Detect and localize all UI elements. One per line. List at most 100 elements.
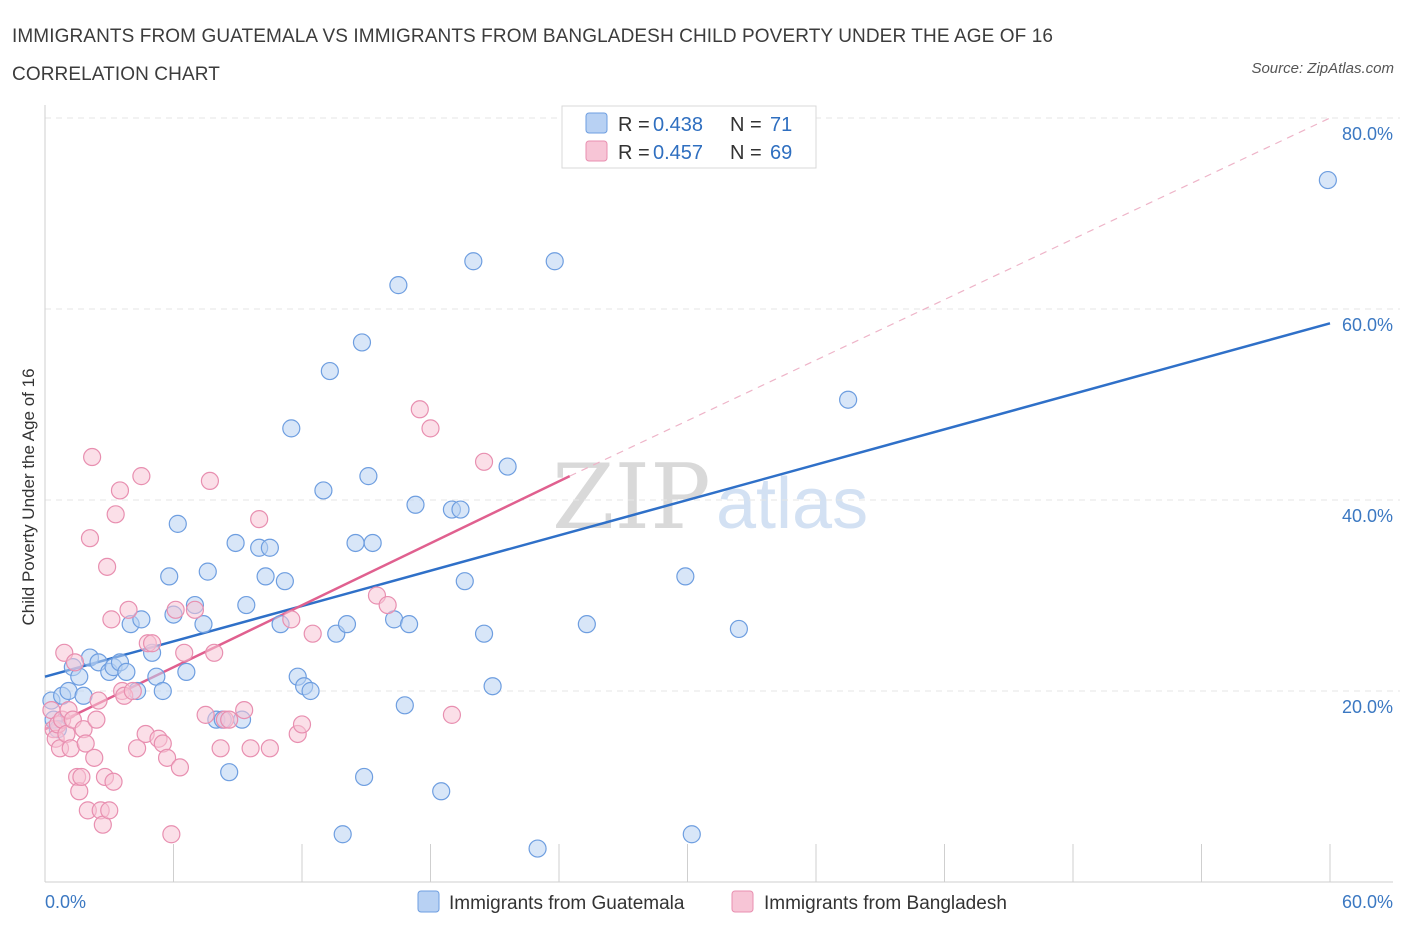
y-tick-label-80: 80.0% (1342, 124, 1393, 144)
point-bangladesh-26 (98, 557, 117, 576)
point-bangladesh-61 (292, 715, 312, 734)
point-bangladesh-46 (170, 758, 190, 777)
point-bangladesh-34 (119, 600, 138, 619)
point-bangladesh-16 (76, 734, 95, 753)
axes (44, 105, 1393, 883)
point-bangladesh-28 (102, 610, 121, 629)
point-guatemala-60 (455, 572, 474, 591)
data-points (42, 170, 1337, 858)
point-bangladesh-43 (157, 748, 177, 767)
x-tick-label-min: 0.0% (45, 892, 86, 912)
legend-swatch-bangladesh (585, 140, 608, 162)
point-bangladesh-36 (127, 739, 147, 758)
point-guatemala-19 (153, 681, 172, 701)
point-guatemala-45 (333, 825, 352, 844)
point-bangladesh-54 (220, 710, 239, 729)
point-bangladesh-19 (83, 447, 102, 467)
point-bangladesh-67 (442, 705, 462, 724)
point-guatemala-50 (359, 467, 378, 486)
legend-r-value-bangladesh: 0.457 (653, 142, 703, 164)
point-bangladesh-52 (211, 739, 230, 758)
point-bangladesh-49 (196, 705, 215, 724)
bottom-legend-swatch-guatemala (417, 890, 440, 913)
point-guatemala-47 (346, 533, 365, 553)
source-credit: Source: ZipAtlas.com (1251, 60, 1394, 77)
x-tick-label-max: 60.0% (1342, 892, 1393, 912)
point-guatemala-69 (682, 825, 701, 844)
point-bangladesh-9 (61, 739, 80, 758)
point-guatemala-41 (301, 681, 320, 701)
point-bangladesh-31 (110, 481, 130, 500)
point-bangladesh-11 (65, 653, 85, 672)
point-guatemala-71 (839, 390, 858, 409)
point-bangladesh-58 (260, 739, 279, 758)
point-guatemala-63 (483, 677, 502, 696)
point-guatemala-32 (237, 595, 256, 615)
watermark-atlas: atlas (716, 464, 868, 544)
point-guatemala-16 (132, 610, 151, 629)
point-bangladesh-35 (123, 681, 142, 701)
point-bangladesh-64 (378, 595, 397, 615)
point-bangladesh-47 (175, 643, 194, 662)
watermark-zip: ZIP (552, 445, 711, 550)
point-guatemala-29 (220, 763, 239, 782)
point-bangladesh-66 (421, 419, 440, 438)
point-guatemala-68 (676, 567, 695, 586)
y-tick-label-60: 60.0% (1342, 315, 1393, 335)
point-guatemala-64 (498, 457, 517, 476)
point-guatemala-54 (395, 696, 414, 715)
point-guatemala-34 (256, 567, 275, 586)
point-guatemala-57 (432, 782, 451, 801)
point-guatemala-70 (729, 619, 749, 639)
point-bangladesh-30 (106, 505, 125, 524)
point-guatemala-38 (282, 419, 301, 438)
correlation-legend: R = 0.438 N = 71 R = 0.457 N = 69 (561, 105, 817, 169)
point-guatemala-61 (464, 252, 483, 271)
point-guatemala-4 (59, 681, 78, 701)
point-guatemala-56 (406, 495, 425, 514)
point-bangladesh-62 (303, 624, 322, 643)
point-guatemala-26 (198, 562, 217, 581)
point-guatemala-66 (545, 252, 564, 271)
point-guatemala-25 (194, 615, 213, 634)
legend-n-label-bangladesh: N = (730, 142, 762, 164)
trendline-guatemala (44, 322, 1331, 678)
point-bangladesh-29 (104, 772, 123, 791)
point-bangladesh-44 (162, 825, 181, 844)
legend-n-label-guatemala: N = (730, 114, 762, 136)
legend-r-value-guatemala: 0.438 (653, 114, 703, 136)
point-bangladesh-18 (80, 529, 100, 548)
point-guatemala-53 (389, 276, 408, 295)
point-guatemala-62 (474, 624, 494, 643)
point-guatemala-37 (275, 572, 294, 591)
point-bangladesh-59 (282, 610, 301, 629)
point-guatemala-49 (355, 767, 374, 787)
legend-r-label-guatemala: R = (618, 114, 650, 136)
point-bangladesh-20 (85, 748, 104, 767)
point-bangladesh-50 (200, 471, 220, 490)
legend-r-label-bangladesh: R = (618, 142, 650, 164)
point-guatemala-22 (168, 514, 187, 533)
chart-title: IMMIGRANTS FROM GUATEMALA VS IMMIGRANTS … (12, 26, 1054, 85)
point-guatemala-67 (577, 615, 596, 634)
point-guatemala-72 (1318, 170, 1337, 190)
point-guatemala-35 (260, 538, 279, 557)
tick-labels: 20.0% 40.0% 60.0% 80.0% 0.0% 60.0% (45, 124, 1393, 912)
point-guatemala-13 (117, 662, 136, 682)
bottom-legend-swatch-bangladesh (731, 890, 754, 913)
legend-n-value-bangladesh: 69 (770, 142, 792, 164)
point-bangladesh-57 (250, 509, 269, 529)
legend-n-value-guatemala: 71 (770, 114, 792, 136)
point-bangladesh-68 (474, 452, 494, 471)
bottom-legend-label-guatemala: Immigrants from Guatemala (449, 893, 685, 914)
y-tick-label-40: 40.0% (1342, 506, 1393, 526)
point-bangladesh-37 (132, 467, 151, 486)
point-guatemala-59 (451, 500, 470, 519)
series-legend: Immigrants from Guatemala Immigrants fro… (417, 890, 1007, 914)
point-guatemala-65 (528, 839, 547, 858)
trend-lines (44, 117, 1331, 731)
point-bangladesh-40 (142, 634, 162, 653)
point-guatemala-42 (314, 481, 333, 500)
point-bangladesh-51 (205, 643, 224, 662)
